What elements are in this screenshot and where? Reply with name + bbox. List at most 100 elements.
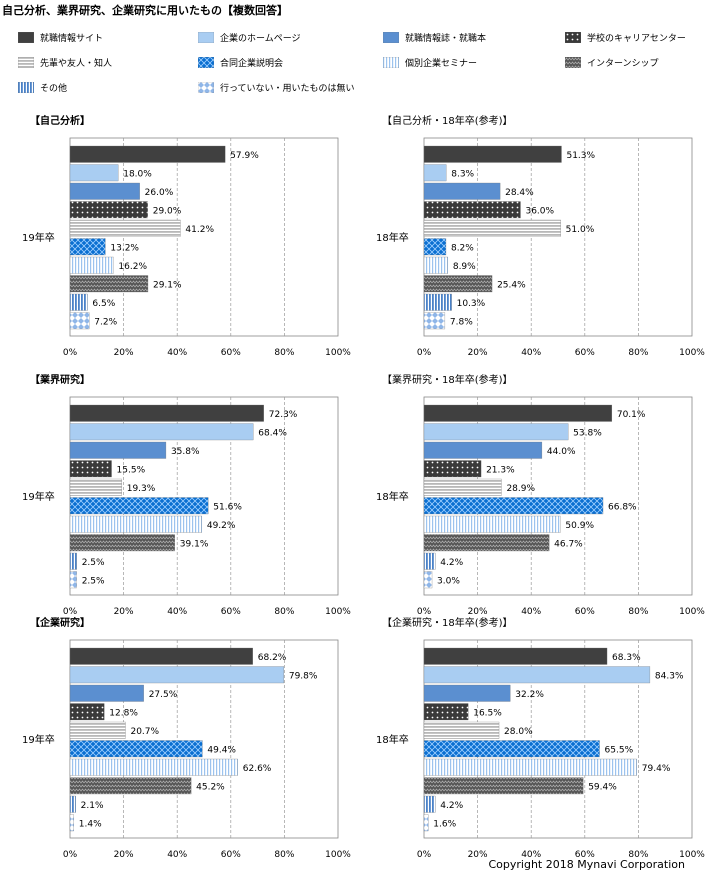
bar	[423, 666, 651, 684]
tick-label: 100%	[325, 348, 351, 358]
tick-label: 80%	[274, 607, 294, 617]
data-label: 21.3%	[486, 465, 515, 475]
data-label: 27.5%	[149, 690, 178, 700]
legend-label: 学校のキャリアセンター	[587, 34, 686, 44]
bar	[423, 423, 569, 441]
legend-label: 個別企業セミナー	[405, 59, 478, 69]
category-label: 18年卒	[376, 231, 409, 244]
category-label: 18年卒	[376, 733, 409, 746]
bar	[69, 201, 148, 219]
data-label: 28.0%	[504, 727, 533, 737]
legend-label: その他	[40, 84, 68, 94]
data-label: 2.1%	[81, 801, 104, 811]
bar	[423, 404, 613, 422]
data-label: 50.9%	[565, 521, 594, 531]
tick-label: 100%	[679, 607, 705, 617]
data-label: 29.0%	[153, 206, 182, 216]
legend-label: インターンシップ	[587, 59, 659, 69]
tick-label: 20%	[468, 348, 488, 358]
bar	[423, 758, 637, 776]
tick-label: 20%	[468, 607, 488, 617]
chart-title: 【企業研究・18年卒(参考)】	[382, 616, 513, 629]
tick-label: 20%	[114, 850, 134, 860]
legend-label: 行っていない・用いたものは無い	[220, 84, 355, 94]
data-label: 68.2%	[258, 653, 287, 663]
data-label: 46.7%	[554, 539, 583, 549]
legend-swatch	[565, 32, 581, 43]
bar	[69, 721, 126, 739]
tick-label: 100%	[679, 850, 705, 860]
bar	[423, 777, 584, 795]
legend-swatch	[198, 82, 214, 93]
tick-label: 40%	[521, 348, 541, 358]
bar	[423, 515, 561, 533]
bar	[69, 758, 238, 776]
data-label: 39.1%	[180, 539, 209, 549]
data-label: 84.3%	[655, 671, 684, 681]
bar	[69, 182, 140, 200]
data-label: 59.4%	[588, 782, 617, 792]
plot-area	[423, 137, 693, 337]
copyright: Copyright 2018 Mynavi Corporation	[488, 858, 686, 871]
bar	[423, 497, 604, 515]
bar	[69, 703, 105, 721]
bar	[423, 814, 429, 832]
bar	[69, 478, 122, 496]
bar	[423, 219, 561, 237]
bar	[423, 275, 493, 293]
bar	[423, 571, 433, 589]
data-label: 4.2%	[440, 801, 463, 811]
legend-label: 企業のホームページ	[220, 34, 301, 44]
category-label: 18年卒	[376, 490, 409, 503]
category-label: 19年卒	[22, 733, 55, 746]
bar	[423, 703, 469, 721]
legend-swatch	[18, 82, 34, 93]
legend-swatch	[18, 57, 34, 68]
bar	[423, 647, 608, 665]
data-label: 29.1%	[153, 280, 182, 290]
bar	[423, 145, 562, 163]
data-label: 19.3%	[127, 484, 156, 494]
tick-label: 80%	[274, 850, 294, 860]
tick-label: 20%	[468, 850, 488, 860]
data-label: 16.2%	[118, 262, 147, 272]
data-label: 15.5%	[117, 465, 146, 475]
legend-swatch	[383, 57, 399, 68]
data-label: 68.4%	[258, 428, 287, 438]
chart-title: 【自己分析・18年卒(参考)】	[382, 114, 513, 127]
bar	[69, 740, 203, 758]
bar-chart: 【業界研究・18年卒(参考)】 0% 20% 40% 60% 80% 100% 70.1% 53…	[376, 373, 705, 617]
bar	[423, 721, 500, 739]
bar	[69, 795, 76, 813]
tick-label: 0%	[63, 850, 78, 860]
tick-label: 40%	[521, 607, 541, 617]
bar	[423, 534, 550, 552]
bar	[69, 238, 106, 256]
tick-label: 60%	[575, 607, 595, 617]
legend-swatch	[18, 32, 34, 43]
tick-label: 40%	[167, 607, 187, 617]
tick-label: 60%	[221, 348, 241, 358]
category-label: 19年卒	[22, 490, 55, 503]
bar	[423, 478, 502, 496]
bar	[69, 404, 264, 422]
bar	[423, 684, 511, 702]
data-label: 70.1%	[617, 410, 646, 420]
data-label: 10.3%	[457, 299, 486, 309]
bar	[69, 293, 88, 311]
data-label: 8.2%	[451, 243, 474, 253]
bar	[69, 552, 77, 570]
tick-label: 40%	[521, 850, 541, 860]
bar-chart: 【自己分析・18年卒(参考)】 0% 20% 40% 60% 80% 100% 51.3% 8.…	[376, 114, 705, 358]
data-label: 72.3%	[269, 410, 298, 420]
bar	[69, 814, 74, 832]
bar-chart: 【業界研究】 0% 20% 40% 60% 80% 100% 72.3% 68.4% 35.8% 1…	[22, 373, 351, 617]
data-label: 2.5%	[82, 558, 105, 568]
bar	[69, 571, 77, 589]
bar	[423, 182, 501, 200]
bar	[69, 275, 149, 293]
data-label: 1.6%	[433, 819, 456, 829]
tick-label: 60%	[221, 850, 241, 860]
data-label: 20.7%	[130, 727, 159, 737]
